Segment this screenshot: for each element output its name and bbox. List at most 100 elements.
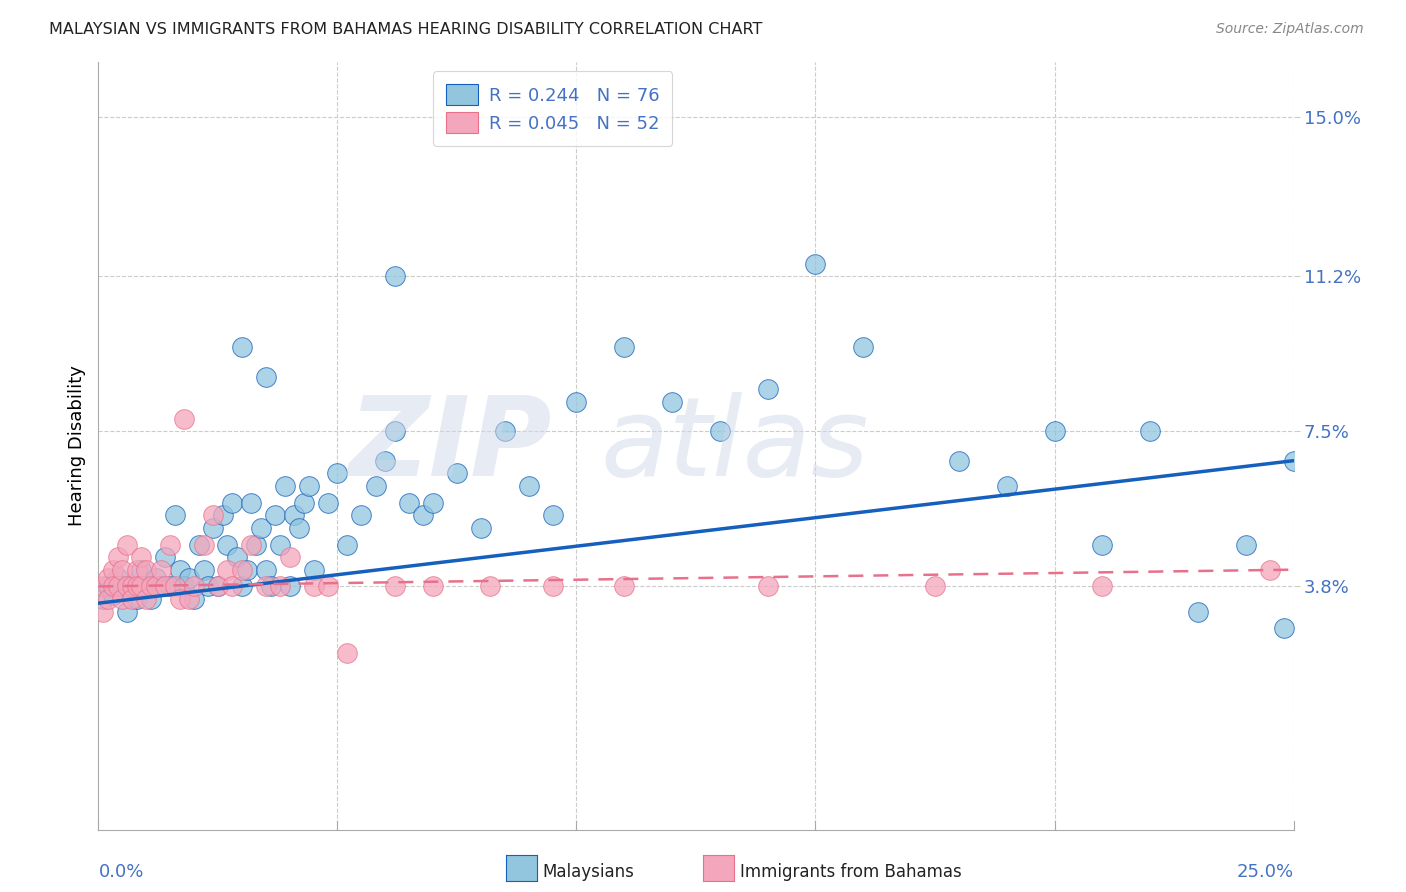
Point [149,579,172,593]
Point [1282,453,1305,467]
Point [211,508,233,523]
Text: Immigrants from Bahamas: Immigrants from Bahamas [740,863,962,881]
Point [183,592,205,607]
Point [221,579,243,593]
Point [756,383,779,397]
Point [91,592,114,607]
Y-axis label: Hearing Disability: Hearing Disability [67,366,86,526]
Point [179,592,201,607]
Point [924,579,946,593]
Point [115,537,138,551]
Point [254,369,277,384]
Point [115,605,138,619]
Point [1043,425,1066,439]
Point [139,579,162,593]
Point [269,537,291,551]
Point [207,579,229,593]
Point [1272,621,1295,635]
Point [173,579,195,593]
Point [613,341,636,355]
Point [283,508,305,523]
Point [193,563,215,577]
Point [422,495,444,509]
Point [274,479,297,493]
Point [183,579,205,593]
Point [173,411,195,425]
Point [131,563,153,577]
Point [121,592,143,607]
Point [111,592,134,607]
Point [163,579,186,593]
Point [107,579,129,593]
Point [852,341,875,355]
Point [125,579,148,593]
Text: 0.0%: 0.0% [98,863,143,881]
Point [135,563,157,577]
Point [336,537,359,551]
Point [226,550,249,565]
Point [756,579,779,593]
Text: 25.0%: 25.0% [1236,863,1294,881]
Point [316,495,339,509]
Point [131,579,153,593]
Point [179,571,201,585]
Point [264,508,287,523]
Point [202,508,225,523]
Point [121,579,143,593]
Point [135,579,157,593]
Point [155,579,177,593]
Point [541,508,564,523]
Text: MALAYSIAN VS IMMIGRANTS FROM BAHAMAS HEARING DISABILITY CORRELATION CHART: MALAYSIAN VS IMMIGRANTS FROM BAHAMAS HEA… [49,22,762,37]
Point [254,563,277,577]
Point [384,425,406,439]
Point [231,341,253,355]
Point [1091,579,1114,593]
Point [494,425,516,439]
Point [139,592,162,607]
Point [97,571,120,585]
Point [422,579,444,593]
Text: atlas: atlas [600,392,869,500]
Point [661,395,683,409]
Point [155,550,177,565]
Point [1139,425,1161,439]
Point [125,592,148,607]
Point [187,537,209,551]
Point [115,579,138,593]
Point [159,537,181,551]
Point [169,592,191,607]
Point [135,592,157,607]
Point [145,579,167,593]
Point [398,495,420,509]
Point [446,467,468,481]
Point [541,579,564,593]
Point [202,521,225,535]
Point [250,521,273,535]
Point [479,579,502,593]
Point [101,588,124,602]
Point [145,571,167,585]
Point [336,647,359,661]
Point [384,269,406,284]
Point [302,563,325,577]
Point [91,579,114,593]
Legend: R = 0.244   N = 76, R = 0.045   N = 52: R = 0.244 N = 76, R = 0.045 N = 52 [433,71,672,145]
Point [163,508,186,523]
Point [316,579,339,593]
Point [1091,537,1114,551]
Point [1187,605,1209,619]
Point [240,495,263,509]
Point [374,453,396,467]
Point [121,579,143,593]
Point [240,537,263,551]
Point [231,563,253,577]
Point [995,479,1018,493]
Point [326,467,349,481]
Point [217,563,239,577]
Point [1234,537,1257,551]
Point [565,395,588,409]
Point [804,257,827,271]
Point [111,563,134,577]
Point [217,537,239,551]
Point [245,537,267,551]
